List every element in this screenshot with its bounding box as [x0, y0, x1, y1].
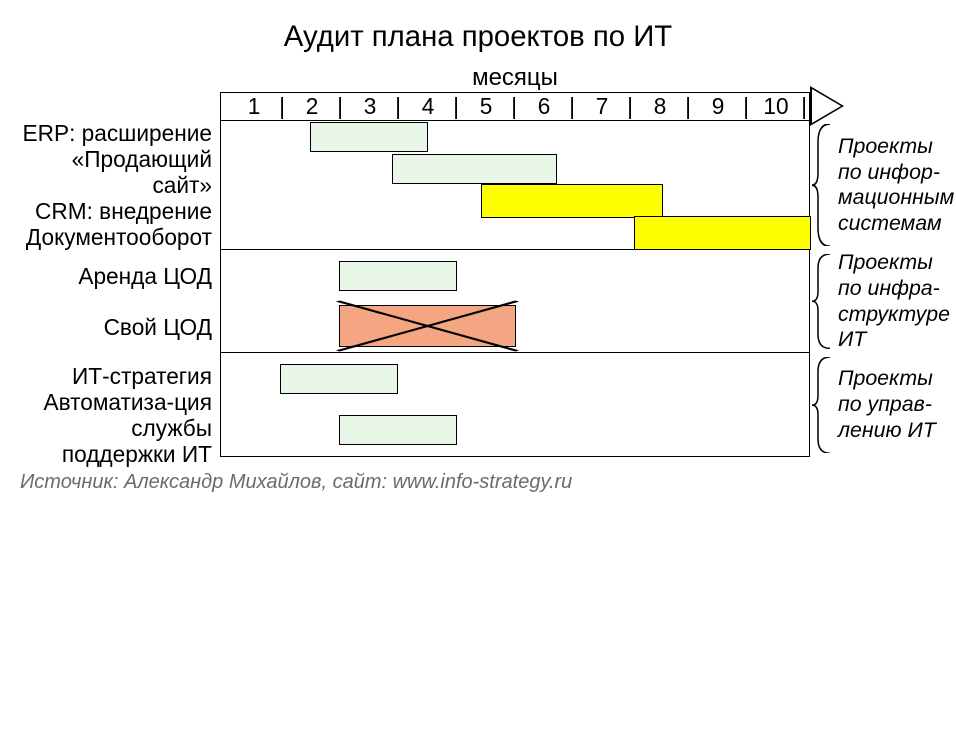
row-label: Свой ЦОД [20, 302, 220, 353]
x-tick: 5 [457, 93, 515, 120]
gantt-row [221, 301, 809, 352]
row-label: «Продающий сайт» [20, 146, 220, 198]
brace-icon [812, 357, 836, 453]
row-label: Автоматиза-ция службы поддержки ИТ [20, 399, 220, 457]
x-axis-label: месяцы [220, 64, 810, 92]
gantt-row [221, 353, 809, 405]
gantt-bar [280, 364, 398, 394]
section-infrastructure: Аренда ЦОДСвой ЦОД Проекты по инфра-стру… [20, 250, 936, 352]
gantt-row [221, 121, 809, 153]
brace-icon [812, 254, 836, 348]
gantt-row [221, 250, 809, 301]
x-tick: 9 [689, 93, 747, 120]
x-tick: 8 [631, 93, 689, 120]
row-label: Документооборот [20, 224, 220, 250]
x-tick: 3 [341, 93, 399, 120]
group-label: Проекты по инфор-мационным системам [810, 120, 954, 250]
cross-out-icon [334, 300, 521, 352]
row-label: CRM: внедрение [20, 198, 220, 224]
gantt-bar [481, 184, 664, 218]
row-label: ERP: расширение [20, 120, 220, 146]
chart-title: Аудит плана проектов по ИТ [20, 20, 936, 54]
gantt-bar [339, 415, 457, 445]
section-info-systems: ERP: расширение«Продающий сайт»CRM: внед… [20, 120, 936, 250]
gantt-col [220, 353, 810, 457]
section-management: ИТ-стратегияАвтоматиза-ция службы поддер… [20, 353, 936, 457]
x-tick: 10 [747, 93, 805, 120]
gantt-row [221, 153, 809, 185]
gantt-col [220, 120, 810, 250]
group-label-text: Проекты по инфра-структуре ИТ [838, 250, 950, 352]
row-label: Аренда ЦОД [20, 250, 220, 301]
gantt-chart: Аудит плана проектов по ИТ месяцы 123456… [20, 20, 936, 494]
gantt-bar [634, 216, 811, 250]
gantt-bar [392, 154, 557, 184]
group-label: Проекты по инфра-структуре ИТ [810, 250, 950, 352]
gantt-row [221, 185, 809, 217]
row-labels-col: ИТ-стратегияАвтоматиза-ция службы поддер… [20, 353, 220, 457]
group-label-text: Проекты по инфор-мационным системам [838, 134, 954, 236]
timeline-header: месяцы 12345678910 [220, 64, 810, 120]
source-footer: Источник: Александр Михайлов, сайт: www.… [20, 471, 936, 494]
x-axis-ticks: 12345678910 [220, 92, 810, 120]
gantt-bar [310, 122, 428, 152]
x-tick: 4 [399, 93, 457, 120]
brace-icon [812, 124, 836, 246]
x-tick: 6 [515, 93, 573, 120]
gantt-bar [339, 261, 457, 291]
gantt-col [220, 250, 810, 352]
row-labels-col: Аренда ЦОДСвой ЦОД [20, 250, 220, 352]
group-label-text: Проекты по управ-лению ИТ [838, 366, 936, 443]
x-tick: 7 [573, 93, 631, 120]
group-label: Проекты по управ-лению ИТ [810, 353, 936, 457]
gantt-row [221, 217, 809, 249]
x-tick: 1 [225, 93, 283, 120]
gantt-row [221, 404, 809, 456]
x-tick: 2 [283, 93, 341, 120]
gantt-bar [339, 305, 516, 347]
row-labels-col: ERP: расширение«Продающий сайт»CRM: внед… [20, 120, 220, 250]
